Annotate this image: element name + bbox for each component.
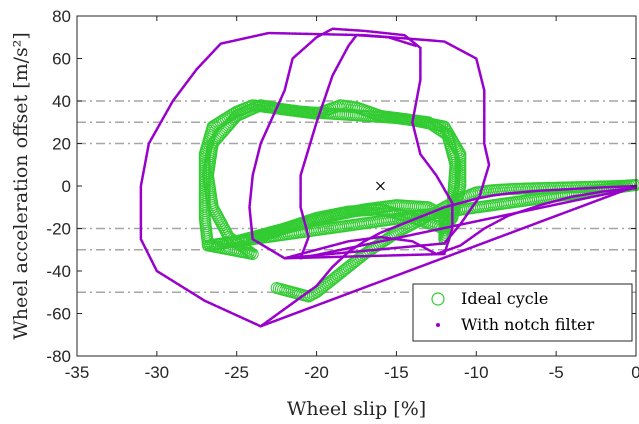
y-tick-label: 60: [52, 50, 71, 69]
x-axis-label: Wheel slip [%]: [287, 398, 426, 420]
legend: Ideal cycle With notch filter: [412, 283, 633, 342]
x-tick-labels: -35 -30 -25 -20 -15 -10 -5 0: [65, 363, 639, 382]
y-tick-label: 20: [52, 135, 71, 154]
x-tick-label: -15: [384, 363, 409, 382]
reference-marker: [376, 181, 385, 191]
series-with-notch-filter: [139, 27, 638, 328]
legend-marker-notch-filter: [436, 323, 440, 327]
x-tick-label: -5: [549, 363, 564, 382]
x-tick-label: -20: [304, 363, 329, 382]
data-point-notch-filter: [414, 44, 417, 48]
x-tick-label: 0: [631, 363, 639, 382]
y-tick-label: -80: [46, 347, 71, 366]
legend-marker-ideal-cycle: [431, 292, 445, 306]
legend-label-notch-filter: With notch filter: [461, 315, 595, 334]
y-axis-label: Wheel acceleration offset [m/s²]: [10, 32, 32, 340]
y-tick-label: -20: [46, 220, 71, 239]
legend-label-ideal-cycle: Ideal cycle: [461, 289, 548, 308]
x-tick-label: -30: [145, 363, 170, 382]
y-tick-label: -60: [46, 305, 71, 324]
x-tick-label: -35: [65, 363, 90, 382]
reference-marker-stroke: [376, 181, 385, 191]
legend-box: [412, 283, 633, 342]
axes: [76, 15, 637, 357]
y-tick-label: 40: [52, 92, 71, 111]
y-tick-labels: 80 60 40 20 0 -20 -40 -60 -80: [46, 7, 71, 366]
x-tick-label: -25: [224, 363, 249, 382]
y-tick-label: -40: [46, 262, 71, 281]
series-layer: [139, 27, 639, 328]
y-tick-label: 80: [52, 7, 71, 26]
x-tick-label: -10: [464, 363, 489, 382]
y-tick-label: 0: [62, 177, 71, 196]
